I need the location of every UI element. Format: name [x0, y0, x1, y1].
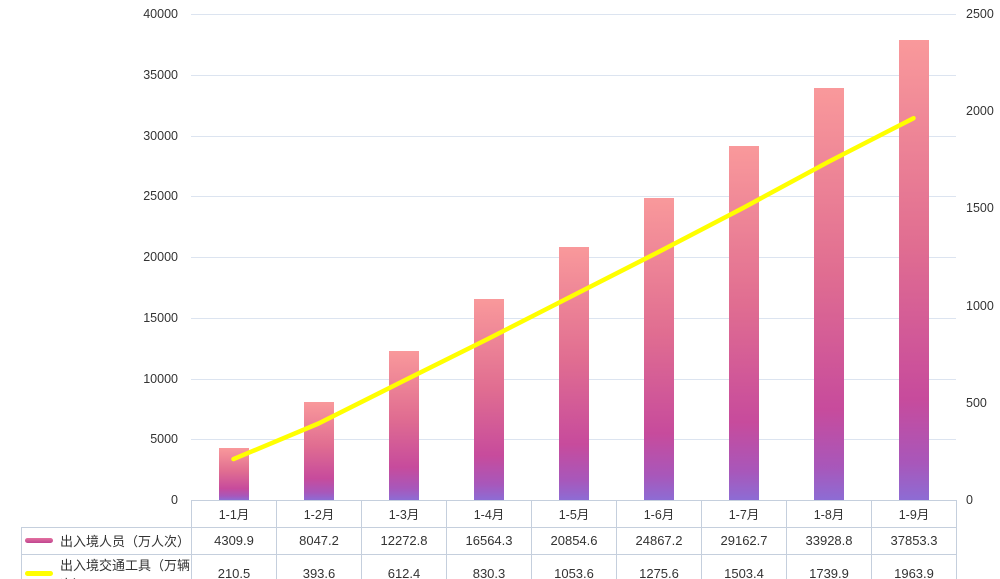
category-header-row: 1-1月 1-2月 1-3月 1-4月 1-5月 1-6月 1-7月 1-8月 1-9月 — [22, 500, 957, 528]
table-value-cell: 1275.6 — [616, 553, 702, 579]
gridline — [191, 74, 956, 76]
legend-bar-swatch — [25, 538, 53, 543]
table-row: 出入境交通工具（万辆次）210.5393.6612.4830.31053.612… — [21, 553, 957, 579]
legend-item-0[interactable]: 出入境人员（万人次） — [21, 526, 192, 555]
data-table-wrapper: 1-1月 1-2月 1-3月 1-4月 1-5月 1-6月 1-7月 1-8月 1-9月 出入境人… — [21, 500, 957, 579]
bar-1-7月[interactable] — [728, 145, 759, 500]
y-axis-right-tick-label: 0 — [966, 493, 973, 507]
y-axis-right-tick-label: 2500 — [966, 7, 994, 21]
y-axis-left-tick-label: 15000 — [143, 310, 178, 325]
bar-1-8月[interactable] — [813, 87, 844, 500]
table-value-cell: 1963.9 — [871, 553, 957, 579]
table-value-cell: 612.4 — [361, 553, 447, 579]
table-value-cell: 24867.2 — [616, 526, 702, 555]
table-value-cell: 16564.3 — [446, 526, 532, 555]
legend-line-swatch — [25, 571, 53, 576]
bar-1-1月[interactable] — [218, 447, 249, 500]
y-axis-left-tick-label: 40000 — [143, 7, 178, 21]
table-value-cell: 393.6 — [276, 553, 362, 579]
table-value-cell: 830.3 — [446, 553, 532, 579]
table-value-cell: 4309.9 — [191, 526, 277, 555]
table-value-cell: 12272.8 — [361, 526, 447, 555]
bar-1-4月[interactable] — [473, 298, 504, 500]
y-axis-right-tick-label: 2000 — [966, 104, 994, 119]
y-axis-right-tick-label: 500 — [966, 395, 987, 410]
bar-1-6月[interactable] — [643, 197, 674, 500]
table-row: 出入境人员（万人次） 4309.9 8047.2 12272.8 16564.3 2085… — [21, 526, 957, 555]
category-header: 1-6月 — [616, 500, 702, 528]
table-value-cell: 29162.7 — [701, 526, 787, 555]
y-axis-left-tick-label: 25000 — [143, 189, 178, 204]
category-header: 1-9月 — [871, 500, 957, 528]
y-axis-left-tick-label: 10000 — [143, 371, 178, 386]
category-header: 1-8月 — [786, 500, 872, 528]
bar-1-5月[interactable] — [558, 246, 589, 500]
table-value-cell: 1053.6 — [531, 553, 617, 579]
data-table: 1-1月 1-2月 1-3月 1-4月 1-5月 1-6月 1-7月 1-8月 1-9月 出入境人… — [21, 500, 957, 579]
table-value-cell: 8047.2 — [276, 526, 362, 555]
legend-label: 出入境人员（万人次） — [60, 534, 191, 549]
category-header: 1-2月 — [276, 500, 362, 528]
table-value-cell: 20854.6 — [531, 526, 617, 555]
gridline — [191, 14, 956, 15]
category-header: 1-5月 — [531, 500, 617, 528]
bar-1-2月[interactable] — [303, 402, 334, 500]
table-value-cell: 1739.9 — [786, 553, 872, 579]
y-axis-left-tick-label: 20000 — [143, 250, 178, 264]
legend-item-1[interactable]: 出入境交通工具（万辆次） — [21, 553, 192, 579]
category-header: 1-4月 — [446, 500, 532, 528]
y-axis-left-tick-label: 5000 — [150, 432, 178, 447]
table-value-cell: 37853.3 — [871, 526, 957, 555]
table-value-cell: 33928.8 — [786, 526, 872, 555]
y-axis-right-tick-label: 1500 — [966, 201, 994, 216]
table-value-cell: 210.5 — [191, 553, 277, 579]
category-header: 1-3月 — [361, 500, 447, 528]
y-axis-left-tick-label: 30000 — [143, 128, 178, 143]
bar-1-3月[interactable] — [388, 350, 419, 500]
legend-label: 出入境交通工具（万辆次） — [60, 557, 191, 579]
table-value-cell: 1503.4 — [701, 553, 787, 579]
category-header: 1-1月 — [191, 500, 277, 528]
category-header: 1-7月 — [701, 500, 787, 528]
bar-1-9月[interactable] — [898, 40, 929, 500]
y-axis-left-tick-label: 0 — [171, 493, 178, 507]
y-axis-right-tick-label: 1000 — [966, 298, 994, 313]
y-axis-left-tick-label: 35000 — [143, 67, 178, 82]
table-corner-cell — [22, 501, 192, 528]
